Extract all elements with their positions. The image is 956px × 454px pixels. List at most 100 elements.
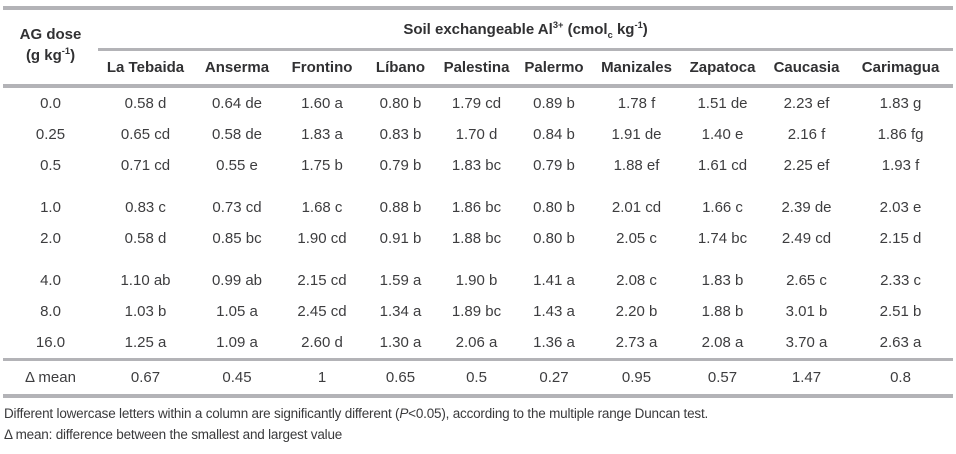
table-row: 4.0 1.10 ab 0.99 ab 2.15 cd 1.59 a 1.90 b 1.41… bbox=[3, 254, 953, 296]
dose-cell: 16.0 bbox=[35, 334, 66, 351]
delta-value-cell: 0.95 bbox=[593, 358, 680, 398]
value-cell: 2.51 b bbox=[879, 303, 922, 320]
corner-header-ag-dose: AG dose (g kg-1) bbox=[3, 8, 98, 88]
delta-value-cell: 0.45 bbox=[193, 358, 281, 398]
subscript: c bbox=[607, 30, 613, 40]
value-cell: 0.55 e bbox=[216, 157, 258, 174]
delta-value-cell: 0.67 bbox=[98, 358, 193, 398]
dose-cell: 2.0 bbox=[40, 230, 61, 247]
column-header: Caucasia bbox=[765, 49, 848, 88]
superscript: -1 bbox=[634, 20, 643, 30]
column-header: Manizales bbox=[593, 49, 680, 88]
value-cell: 0.89 b bbox=[533, 95, 575, 112]
value-cell: 1.90 cd bbox=[297, 230, 347, 247]
column-header: Frontino bbox=[281, 49, 363, 88]
value-cell: 2.63 a bbox=[879, 334, 922, 351]
spanning-header-soil-al: Soil exchangeable Al3+ (cmolc kg-1) bbox=[98, 8, 954, 51]
value-cell: 1.60 a bbox=[301, 95, 343, 112]
value-cell: 2.39 de bbox=[781, 199, 832, 216]
value-cell: 1.88 ef bbox=[613, 157, 660, 174]
dose-cell: 0.5 bbox=[40, 157, 61, 174]
ag-dose-unit: (g kg-1) bbox=[25, 46, 76, 64]
value-cell: 1.70 d bbox=[455, 126, 498, 143]
value-cell: 1.88 b bbox=[701, 303, 744, 320]
value-cell: 1.83 g bbox=[879, 95, 922, 112]
column-header: Palestina bbox=[438, 49, 515, 88]
value-cell: 0.80 b bbox=[533, 199, 575, 216]
table-row: 16.0 1.25 a 1.09 a 2.60 d 1.30 a 2.06 a 1.36 a… bbox=[3, 327, 953, 360]
table-row: 0.25 0.65 cd 0.58 de 1.83 a 0.83 b 1.70 d 0.84… bbox=[3, 119, 953, 150]
value-cell: 1.41 a bbox=[533, 272, 575, 289]
value-cell: 2.45 cd bbox=[297, 303, 347, 320]
value-cell: 2.25 ef bbox=[783, 157, 830, 174]
value-cell: 0.58 d bbox=[124, 95, 167, 112]
column-header: Carimagua bbox=[848, 49, 954, 88]
table-row: 1.0 0.83 c 0.73 cd 1.68 c 0.88 b 1.86 bc 0.80 … bbox=[3, 181, 953, 223]
value-cell: 1.09 a bbox=[216, 334, 258, 351]
value-cell: 3.70 a bbox=[785, 334, 828, 351]
value-cell: 2.73 a bbox=[615, 334, 658, 351]
value-cell: 2.06 a bbox=[455, 334, 498, 351]
value-cell: 0.80 b bbox=[379, 95, 422, 112]
value-cell: 1.83 bc bbox=[451, 157, 502, 174]
value-cell: 2.15 cd bbox=[297, 272, 347, 289]
dose-cell: 4.0 bbox=[40, 272, 61, 289]
value-cell: 0.99 ab bbox=[211, 272, 263, 289]
table-row: 2.0 0.58 d 0.85 bc 1.90 cd 0.91 b 1.88 bc 0.80… bbox=[3, 223, 953, 254]
soil-aluminum-table: AG dose (g kg-1) Soil exchangeable Al3+ … bbox=[3, 6, 954, 398]
value-cell: 2.33 c bbox=[880, 272, 921, 289]
value-cell: 1.86 bc bbox=[451, 199, 502, 216]
footnotes: Different lowercase letters within a col… bbox=[4, 404, 708, 446]
value-cell: 0.79 b bbox=[379, 157, 422, 174]
dose-cell: 8.0 bbox=[40, 303, 61, 320]
value-cell: 2.20 b bbox=[615, 303, 658, 320]
delta-mean-label: Δ mean bbox=[3, 358, 98, 398]
ag-dose-label: AG dose bbox=[19, 26, 82, 43]
value-cell: 0.83 c bbox=[125, 199, 166, 216]
table-row: 8.0 1.03 b 1.05 a 2.45 cd 1.34 a 1.89 bc 1.43 … bbox=[3, 296, 953, 327]
value-cell: 2.60 d bbox=[301, 334, 343, 351]
delta-value-cell: 0.27 bbox=[515, 358, 593, 398]
value-cell: 1.51 de bbox=[697, 95, 748, 112]
value-cell: 0.58 de bbox=[211, 126, 263, 143]
value-cell: 1.43 a bbox=[533, 303, 575, 320]
value-cell: 0.73 cd bbox=[212, 199, 262, 216]
value-cell: 0.65 cd bbox=[120, 126, 171, 143]
column-header: Líbano bbox=[363, 49, 438, 88]
value-cell: 0.85 bc bbox=[212, 230, 262, 247]
value-cell: 1.78 f bbox=[617, 95, 656, 112]
value-cell: 2.08 a bbox=[701, 334, 744, 351]
delta-value-cell: 0.5 bbox=[438, 358, 515, 398]
value-cell: 0.58 d bbox=[124, 230, 167, 247]
value-cell: 2.03 e bbox=[879, 199, 922, 216]
value-cell: 2.05 c bbox=[616, 230, 657, 247]
footnote-delta-mean: Δ mean: difference between the smallest … bbox=[4, 426, 343, 442]
value-cell: 2.49 cd bbox=[781, 230, 832, 247]
value-cell: 0.80 b bbox=[533, 230, 575, 247]
table-body: 0.0 0.58 d 0.64 de 1.60 a 0.80 b 1.79 cd 0.89 … bbox=[3, 86, 953, 360]
value-cell: 3.01 b bbox=[785, 303, 828, 320]
footnote-duncan-test: Different lowercase letters within a col… bbox=[4, 406, 709, 421]
dose-cell: 1.0 bbox=[40, 199, 61, 216]
delta-value-cell: 0.65 bbox=[363, 358, 438, 398]
value-cell: 1.83 a bbox=[301, 126, 343, 143]
value-cell: 2.65 c bbox=[786, 272, 827, 289]
value-cell: 1.68 c bbox=[301, 199, 343, 216]
delta-value-cell: 0.57 bbox=[680, 358, 765, 398]
value-cell: 1.34 a bbox=[379, 303, 422, 320]
value-cell: 0.79 b bbox=[533, 157, 575, 174]
value-cell: 0.83 b bbox=[379, 126, 422, 143]
location-header-row: La Tebaida Anserma Frontino Líbano Palestina… bbox=[3, 49, 954, 88]
value-cell: 2.16 f bbox=[787, 126, 826, 143]
value-cell: 1.88 bc bbox=[451, 230, 502, 247]
value-cell: 1.66 c bbox=[702, 199, 743, 216]
value-cell: 0.91 b bbox=[379, 230, 422, 247]
dose-cell: 0.25 bbox=[35, 126, 66, 143]
value-cell: 0.71 cd bbox=[120, 157, 171, 174]
value-cell: 1.25 a bbox=[124, 334, 167, 351]
column-header: Anserma bbox=[193, 49, 281, 88]
value-cell: 1.10 ab bbox=[120, 272, 171, 289]
dose-cell: 0.0 bbox=[40, 95, 61, 112]
value-cell: 0.64 de bbox=[211, 95, 263, 112]
